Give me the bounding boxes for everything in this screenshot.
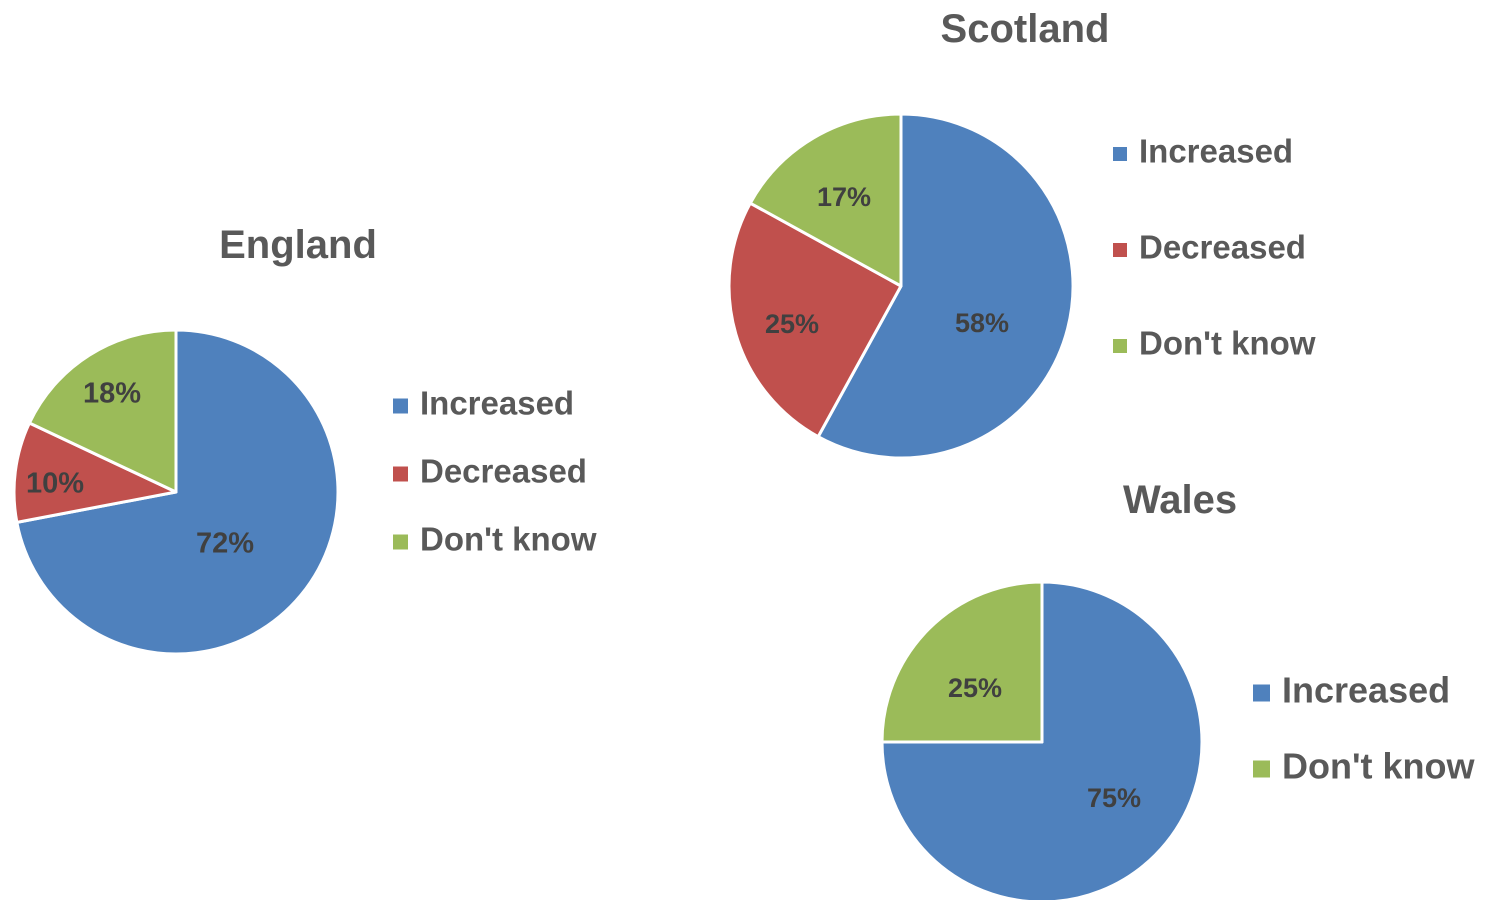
data-label-increased: 75%: [1087, 783, 1141, 813]
pie-slice-decreased: [12, 421, 178, 524]
pie-chart-scotland: Scotland 58% 25% 17% Increased Decreased Don't…: [727, 7, 1316, 460]
legend-label-don-t-know: Don't know: [1139, 325, 1316, 362]
legend-swatch-increased: [1253, 684, 1270, 702]
pie-slice-don-t-know: [880, 580, 1044, 744]
legend-swatch-increased: [393, 398, 408, 414]
data-label-decreased: 10%: [26, 468, 84, 500]
pie-chart-england: England 72% 10% 18% Increased Decreased Don't …: [12, 223, 597, 656]
legend-label-don-t-know: Don't know: [1282, 746, 1476, 787]
legend-label-decreased: Decreased: [420, 453, 587, 490]
chart-title: Wales: [1123, 478, 1237, 522]
legend: Increased Don't know: [1253, 670, 1476, 787]
pie-slice-increased: [816, 112, 1075, 460]
data-label-increased: 72%: [196, 528, 254, 560]
legend-swatch-don-t-know: [393, 534, 408, 550]
chart-title: Scotland: [941, 7, 1110, 51]
legend: Increased Decreased Don't know: [1113, 133, 1316, 362]
legend-label-increased: Increased: [1282, 670, 1450, 711]
pie-slice-don-t-know: [748, 112, 903, 288]
data-label-don-t-know: 17%: [817, 182, 871, 212]
legend-swatch-decreased: [393, 466, 408, 482]
pie-chart-wales: Wales 75% 25% Increased Don't know: [880, 478, 1476, 900]
data-label-don-t-know: 25%: [948, 673, 1002, 703]
legend-label-increased: Increased: [420, 385, 574, 422]
pie-slice-decreased: [727, 201, 903, 439]
pie-slice-don-t-know: [27, 328, 178, 494]
data-label-increased: 58%: [955, 308, 1009, 338]
legend-swatch-increased: [1113, 147, 1127, 161]
legend-label-increased: Increased: [1139, 133, 1293, 170]
legend: Increased Decreased Don't know: [393, 385, 597, 558]
legend-label-decreased: Decreased: [1139, 229, 1306, 266]
legend-swatch-don-t-know: [1253, 760, 1270, 778]
legend-swatch-don-t-know: [1113, 339, 1127, 353]
data-label-decreased: 25%: [765, 309, 819, 339]
legend-label-don-t-know: Don't know: [420, 521, 597, 558]
legend-swatch-decreased: [1113, 243, 1127, 257]
chart-title: England: [219, 223, 377, 267]
data-label-don-t-know: 18%: [83, 378, 141, 410]
